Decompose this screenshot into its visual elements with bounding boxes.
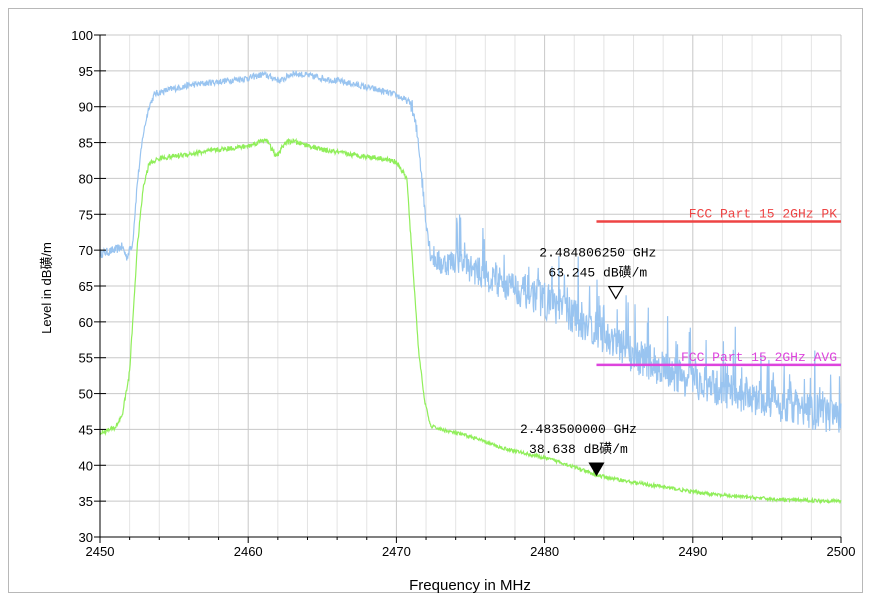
y-tick-label: 45 <box>79 422 93 437</box>
y-tick-label: 80 <box>79 171 93 186</box>
x-tick-label: 2490 <box>678 544 707 559</box>
x-tick-label: 2470 <box>382 544 411 559</box>
x-tick-label: 2450 <box>86 544 115 559</box>
y-tick-label: 35 <box>79 494 93 509</box>
y-tick-label: 50 <box>79 387 93 402</box>
series-line-1 <box>99 69 842 433</box>
y-axis-title: Level in dB磺/m <box>39 242 54 334</box>
y-tick-label: 60 <box>79 315 93 330</box>
y-tick-label: 65 <box>79 279 93 294</box>
limit-lines: FCC Part 15 2GHz PK FCC Part 15 2GHz AVG <box>596 206 841 367</box>
x-axis-title: Frequency in MHz <box>409 577 531 594</box>
marker-triangle-2 <box>588 462 605 477</box>
y-tick-label: 30 <box>79 530 93 545</box>
marker-level-1: 63.245 dB磺/m <box>548 266 647 281</box>
marker-triangle-1 <box>607 285 624 300</box>
y-tick-label: 40 <box>79 458 93 473</box>
series-line-2 <box>99 137 842 505</box>
y-tick-label: 95 <box>79 64 93 79</box>
x-tick-label: 2500 <box>827 544 856 559</box>
markers: 2.484806250 GHz 63.245 dB磺/m 2.483500000 G… <box>520 246 656 477</box>
x-tick-label: 2480 <box>530 544 559 559</box>
series-layer <box>99 69 842 505</box>
marker-frequency-1: 2.484806250 GHz <box>539 246 656 261</box>
y-tick-label: 85 <box>79 136 93 151</box>
y-tick-label: 100 <box>71 28 93 43</box>
limit-line-label-2: FCC Part 15 2GHz AVG <box>681 350 837 365</box>
axes: 2450 2460 2470 2480 2490 2500 30 35 40 45 50 55 60 65… <box>71 28 855 559</box>
y-tick-label: 75 <box>79 207 93 222</box>
limit-line-label-1: FCC Part 15 2GHz PK <box>689 206 837 221</box>
marker-level-2: 38.638 dB磺/m <box>529 442 628 457</box>
y-tick-label: 55 <box>79 351 93 366</box>
y-tick-label: 90 <box>79 100 93 115</box>
x-tick-label: 2460 <box>234 544 263 559</box>
marker-frequency-2: 2.483500000 GHz <box>520 422 637 437</box>
y-tick-label: 70 <box>79 243 93 258</box>
grid-lines <box>99 34 842 538</box>
